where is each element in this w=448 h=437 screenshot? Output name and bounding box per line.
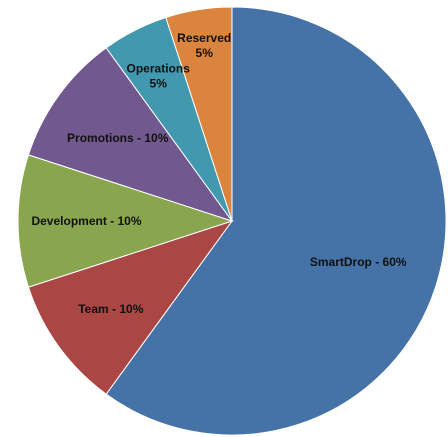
pie-label-5: Reserved 5% — [177, 31, 231, 60]
pie-slice-0 — [105, 6, 447, 436]
pie-label-2: Development - 10% — [31, 214, 141, 228]
pie-label-line: SmartDrop - 60% — [310, 255, 407, 269]
pie-label-3: Promotions - 10% — [67, 131, 169, 145]
pie-label-1: Team - 10% — [78, 302, 143, 316]
pie-label-4: Operations 5% — [127, 62, 191, 91]
pie-slice-3 — [27, 47, 234, 222]
pie-label-0: SmartDrop - 60% — [310, 255, 407, 269]
pie-label-line: Operations — [127, 62, 191, 76]
pie-slice-1 — [27, 220, 234, 395]
pie-slice-5 — [165, 6, 233, 222]
pie-labels: SmartDrop - 60% Team - 10% Development - 1… — [31, 31, 406, 316]
pie-label-line: Promotions - 10% — [67, 131, 169, 145]
pie-label-line: 5% — [150, 77, 168, 91]
pie-label-line: 5% — [196, 46, 214, 60]
pie-slices — [17, 6, 447, 436]
pie-slice-2 — [17, 154, 234, 288]
pie-label-line: Team - 10% — [78, 302, 143, 316]
pie-label-line: Development - 10% — [31, 214, 141, 228]
pie-label-line: Reserved — [177, 31, 231, 45]
